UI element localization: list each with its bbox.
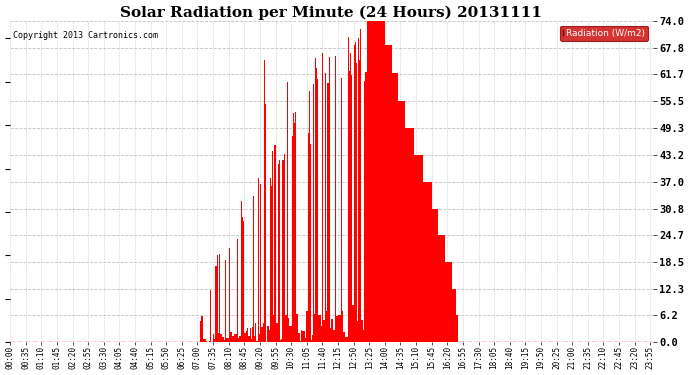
Legend: Radiation (W/m2): Radiation (W/m2) bbox=[560, 26, 648, 41]
Title: Solar Radiation per Minute (24 Hours) 20131111: Solar Radiation per Minute (24 Hours) 20… bbox=[120, 6, 542, 20]
Text: Copyright 2013 Cartronics.com: Copyright 2013 Cartronics.com bbox=[13, 31, 158, 40]
